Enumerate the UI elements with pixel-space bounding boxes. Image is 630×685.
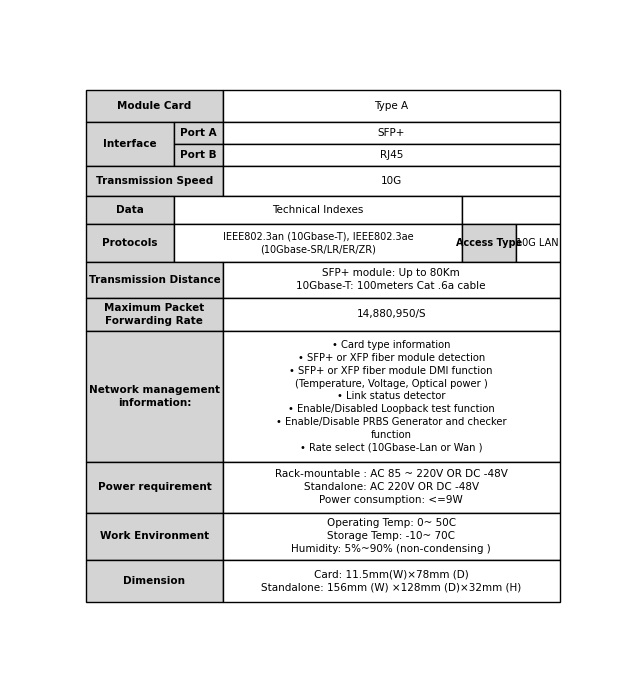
Text: Transmission Speed: Transmission Speed xyxy=(96,176,213,186)
Text: Data: Data xyxy=(116,205,144,215)
Bar xyxy=(86,331,223,462)
Bar xyxy=(86,297,223,331)
Text: Power requirement: Power requirement xyxy=(98,482,211,492)
Text: Network management
information:: Network management information: xyxy=(89,385,220,408)
Text: IEEE802.3an (10Gbase-T), IEEE802.3ae
(10Gbase-SR/LR/ER/ZR): IEEE802.3an (10Gbase-T), IEEE802.3ae (10… xyxy=(222,232,413,254)
Text: Dimension: Dimension xyxy=(123,576,185,586)
Text: 10G LAN: 10G LAN xyxy=(517,238,559,248)
Bar xyxy=(462,224,516,262)
Text: Protocols: Protocols xyxy=(102,238,158,248)
Bar xyxy=(86,196,174,224)
Bar xyxy=(86,224,174,262)
Text: RJ45: RJ45 xyxy=(379,150,403,160)
Text: 10G: 10G xyxy=(381,176,402,186)
Text: Work Environment: Work Environment xyxy=(100,532,209,541)
Text: SFP+: SFP+ xyxy=(377,128,405,138)
Bar xyxy=(86,462,223,512)
Text: Operating Temp: 0~ 50C
Storage Temp: -10~ 70C
Humidity: 5%~90% (non-condensing ): Operating Temp: 0~ 50C Storage Temp: -10… xyxy=(291,519,491,554)
Bar xyxy=(223,512,559,560)
Bar xyxy=(174,122,223,144)
Text: Maximum Packet
Forwarding Rate: Maximum Packet Forwarding Rate xyxy=(105,303,205,326)
Text: Port A: Port A xyxy=(180,128,217,138)
Text: Transmission Distance: Transmission Distance xyxy=(89,275,220,284)
Text: 14,880,950/S: 14,880,950/S xyxy=(357,310,426,319)
Bar xyxy=(223,462,559,512)
Bar xyxy=(223,262,559,297)
Bar xyxy=(223,297,559,331)
Text: Card: 11.5mm(W)×78mm (D)
Standalone: 156mm (W) ×128mm (D)×32mm (H): Card: 11.5mm(W)×78mm (D) Standalone: 156… xyxy=(261,569,522,593)
Text: Technical Indexes: Technical Indexes xyxy=(272,205,364,215)
Bar xyxy=(86,122,174,166)
Text: Rack-mountable : AC 85 ~ 220V OR DC -48V
Standalone: AC 220V OR DC -48V
Power co: Rack-mountable : AC 85 ~ 220V OR DC -48V… xyxy=(275,469,508,505)
Text: Access Type: Access Type xyxy=(455,238,522,248)
Bar xyxy=(86,560,223,601)
Text: Module Card: Module Card xyxy=(117,101,192,111)
Text: Port B: Port B xyxy=(180,150,217,160)
Text: Interface: Interface xyxy=(103,139,157,149)
Bar xyxy=(174,196,462,224)
Bar xyxy=(223,90,559,122)
Bar xyxy=(223,166,559,196)
Text: SFP+ module: Up to 80Km
10Gbase-T: 100meters Cat .6a cable: SFP+ module: Up to 80Km 10Gbase-T: 100me… xyxy=(297,269,486,291)
Bar xyxy=(223,560,559,601)
Bar xyxy=(223,144,559,166)
Bar xyxy=(516,224,559,262)
Bar xyxy=(462,196,559,224)
Text: • Card type information
• SFP+ or XFP fiber module detection
• SFP+ or XFP fiber: • Card type information • SFP+ or XFP fi… xyxy=(276,340,507,453)
Text: Type A: Type A xyxy=(374,101,408,111)
Bar xyxy=(86,90,223,122)
Bar xyxy=(174,224,462,262)
Bar xyxy=(86,166,223,196)
Bar xyxy=(174,144,223,166)
Bar xyxy=(223,122,559,144)
Bar xyxy=(86,512,223,560)
Bar xyxy=(86,262,223,297)
Bar xyxy=(223,331,559,462)
